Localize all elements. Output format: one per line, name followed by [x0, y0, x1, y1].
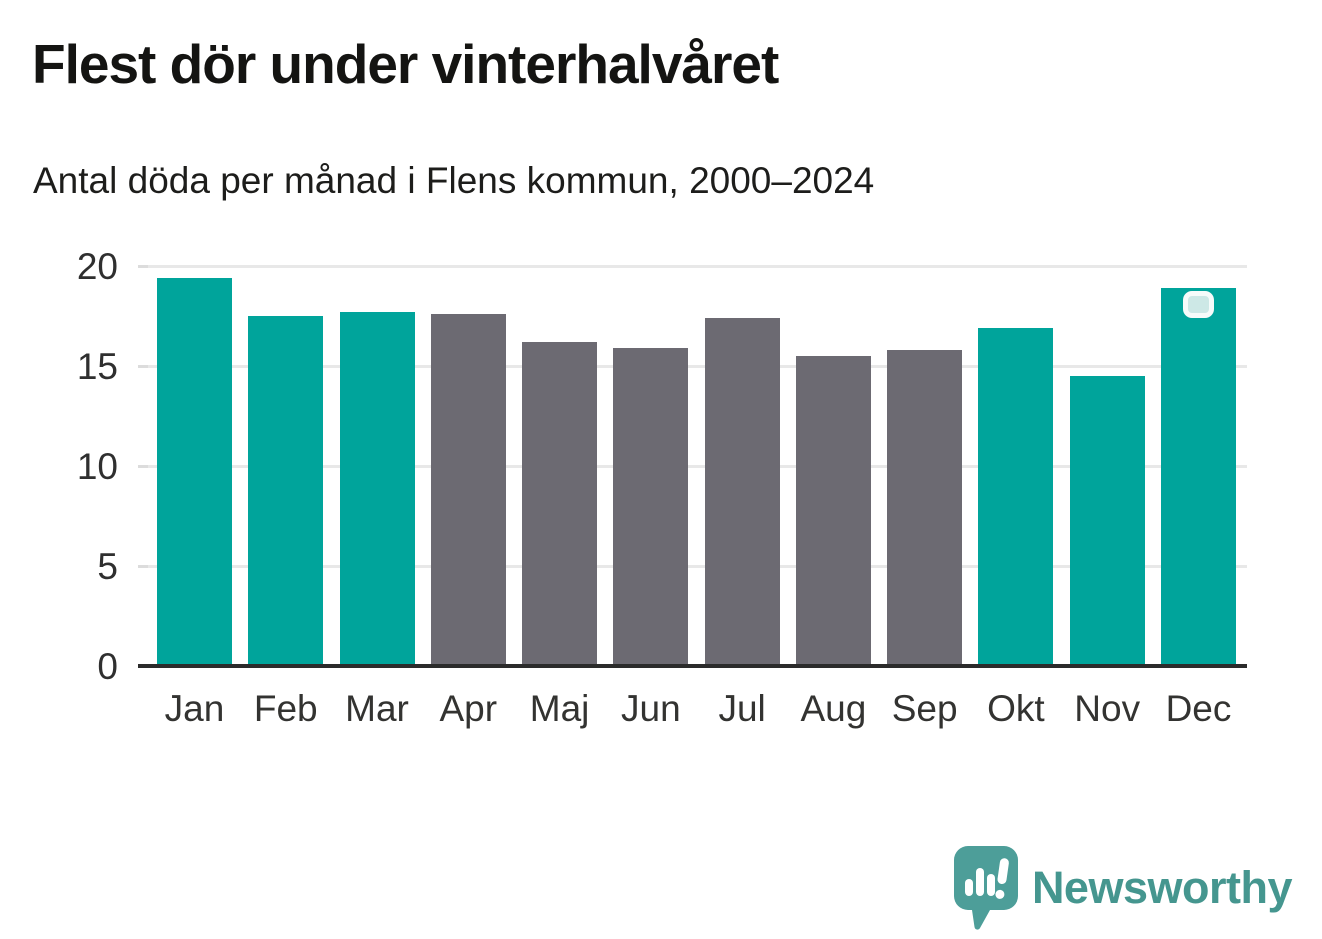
- x-axis-label-jan: Jan: [164, 688, 225, 729]
- newsworthy-logo[interactable]: Newsworthy: [953, 845, 1293, 931]
- y-tick-15: [138, 365, 148, 368]
- bar-jun: [613, 348, 689, 666]
- x-axis-line: [138, 664, 1247, 668]
- bar-nov: [1069, 376, 1145, 666]
- chart-subtitle: Antal döda per månad i Flens kommun, 200…: [33, 160, 875, 201]
- page-title: Flest dör under vinterhalvåret: [32, 33, 779, 95]
- x-axis-label-sep: Sep: [891, 688, 958, 729]
- y-tick-20: [138, 265, 148, 268]
- y-axis-label-20: 20: [76, 246, 118, 287]
- bar-mar: [339, 312, 415, 666]
- x-axis-label-jun: Jun: [621, 688, 681, 729]
- x-axis-label-maj: Maj: [529, 688, 590, 729]
- y-axis-label-15: 15: [76, 346, 118, 387]
- x-axis-label-nov: Nov: [1074, 688, 1141, 729]
- bar-maj: [522, 342, 598, 666]
- x-axis-label-jul: Jul: [718, 688, 766, 729]
- bar-aug: [795, 356, 871, 666]
- brand-name: Newsworthy: [1031, 862, 1293, 913]
- bar-sep: [887, 350, 963, 666]
- highlight-marker-dec: [1182, 291, 1214, 318]
- y-tick-5: [138, 565, 148, 568]
- x-axis-label-mar: Mar: [345, 688, 409, 729]
- newsworthy-speech-bubble-chart-icon: [953, 846, 1018, 930]
- x-axis-label-okt: Okt: [987, 688, 1045, 729]
- x-axis-label-aug: Aug: [800, 688, 867, 729]
- y-tick-10: [138, 465, 148, 468]
- bar-chart-plot-area: [138, 265, 1247, 666]
- gridline-y-20: [148, 265, 1247, 268]
- gridline-y-15: [148, 365, 1247, 368]
- gridline-y-5: [148, 565, 1247, 568]
- bar-feb: [248, 316, 324, 666]
- bar-jul: [704, 318, 780, 666]
- x-axis-label-dec: Dec: [1165, 688, 1232, 729]
- x-axis-label-feb: Feb: [253, 688, 318, 729]
- y-axis-label-10: 10: [76, 446, 118, 487]
- bar-apr: [430, 314, 506, 666]
- gridline-y-10: [148, 465, 1247, 468]
- bar-jan: [157, 278, 232, 666]
- y-axis-label-5: 5: [97, 546, 118, 587]
- y-axis-label-0: 0: [97, 646, 118, 687]
- bar-dec: [1160, 288, 1236, 666]
- bar-okt: [978, 328, 1054, 666]
- x-axis-label-apr: Apr: [439, 688, 498, 729]
